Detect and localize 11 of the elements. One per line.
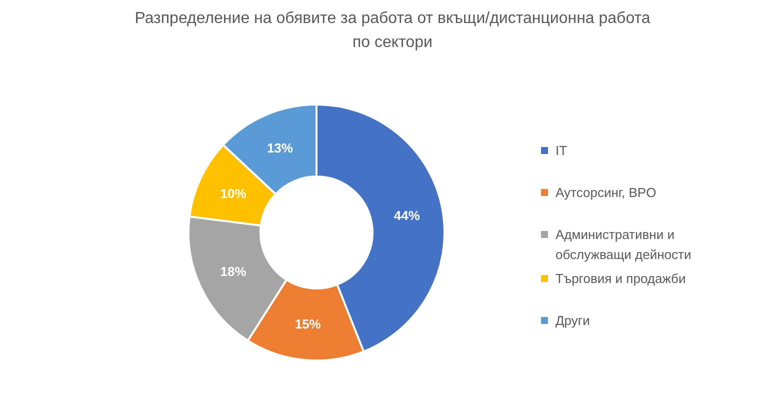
legend-label: Аутсорсинг, BPO (556, 185, 656, 200)
data-label: 15% (294, 316, 322, 332)
data-label: 44% (394, 208, 420, 223)
chart-title: Разпределение на обявите за работа от вкъщи/дистанционна работа по сектори (134, 10, 650, 51)
legend-label: Административни и обслужващи дейности (556, 227, 692, 262)
legend-label: Търговия и продажби (556, 271, 686, 286)
legend-label: Други (556, 313, 590, 328)
data-label: 10% (220, 186, 247, 201)
data-label: 18% (220, 264, 247, 280)
data-label: 13% (266, 140, 294, 156)
legend-label: IT (556, 143, 568, 158)
